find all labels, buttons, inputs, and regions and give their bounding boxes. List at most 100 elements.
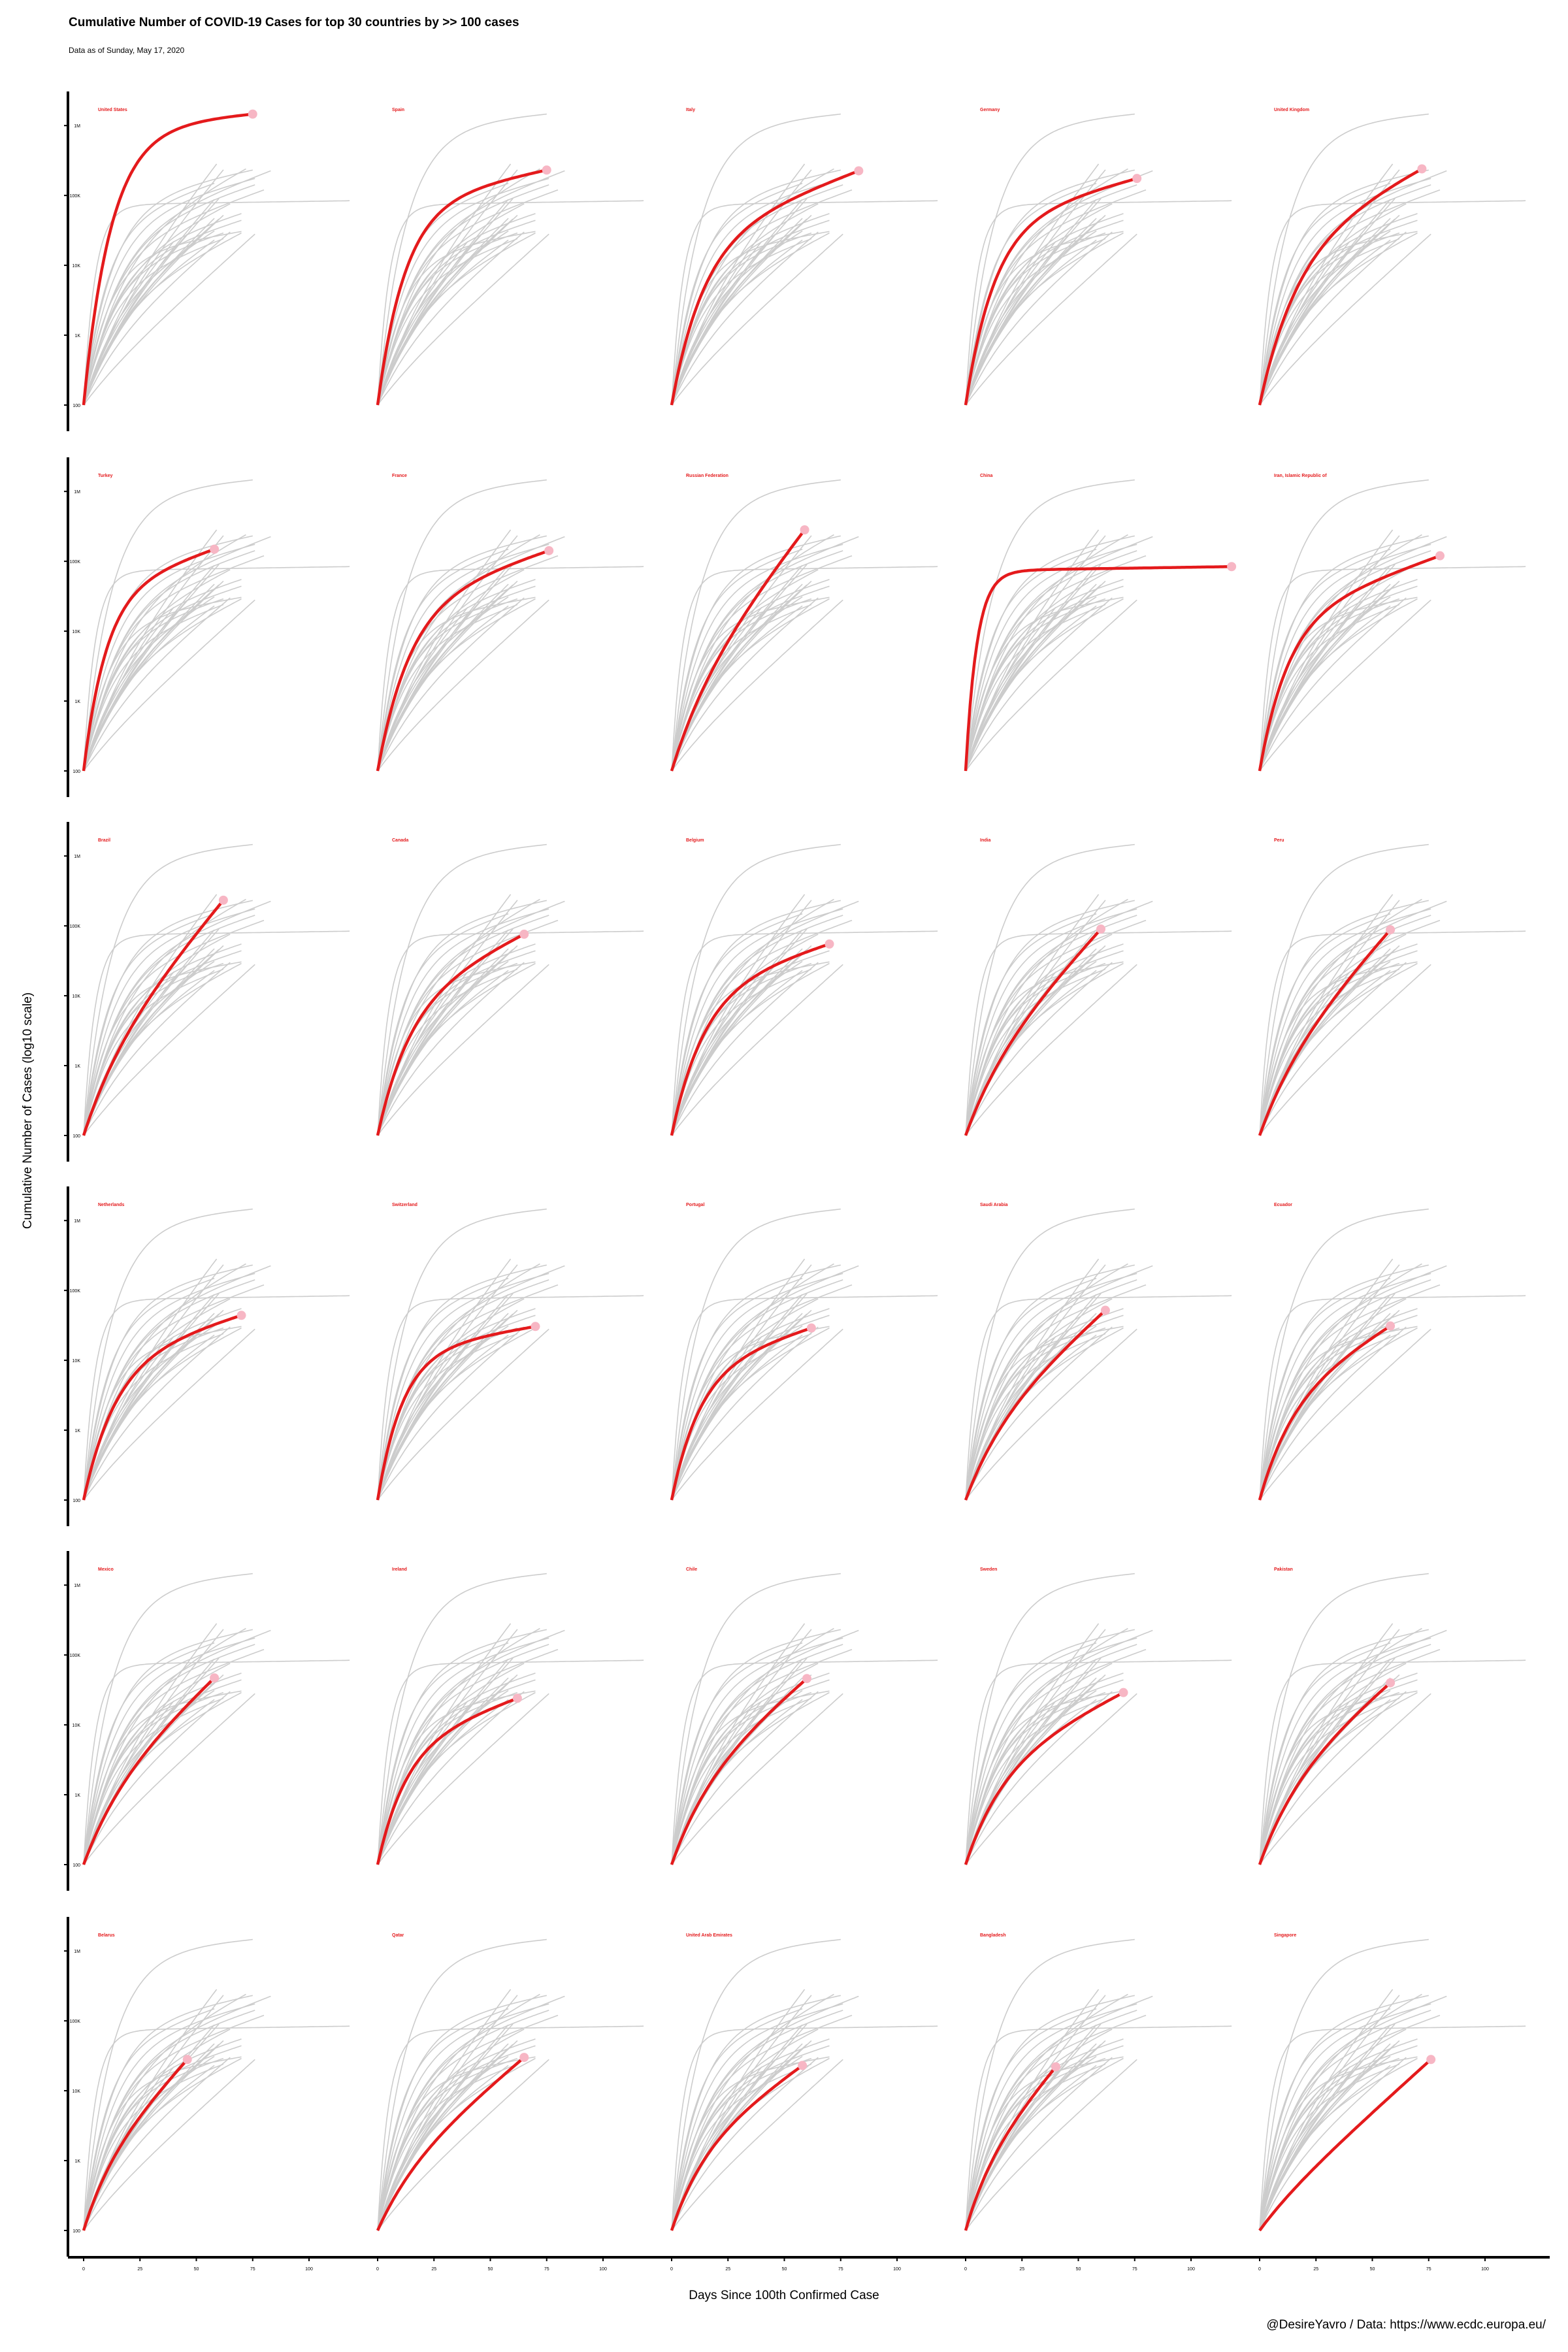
y-tick-label: 1K: [74, 700, 80, 704]
background-line-ireland: [965, 968, 1106, 1136]
background-line-china: [965, 1295, 1232, 1501]
x-tick-label: 50: [782, 2267, 787, 2272]
background-line-qatar: [1259, 231, 1407, 406]
background-line-ireland: [377, 604, 518, 772]
y-tick-label: 10K: [73, 994, 81, 999]
x-tick-label: 50: [194, 2267, 199, 2272]
background-line-turkey: [965, 2008, 1097, 2231]
background-line-united-arab-emirates: [377, 1334, 509, 1501]
background-line-singapore: [965, 964, 1137, 1136]
background-line-netherlands: [1259, 1679, 1418, 1865]
background-line-switzerland: [377, 596, 536, 772]
background-line-switzerland: [377, 2056, 536, 2231]
panel-title: France: [392, 474, 407, 478]
background-line-ireland: [377, 2063, 518, 2231]
background-line-china: [377, 930, 644, 1136]
panel-title: Qatar: [392, 1933, 404, 1938]
background-line-china: [377, 566, 644, 772]
background-line-switzerland: [965, 231, 1124, 406]
background-line-united-arab-emirates: [965, 239, 1097, 406]
background-line-turkey: [671, 2008, 803, 2231]
y-tick-label: 1K: [74, 1429, 80, 1433]
background-line-iran-islamic-republic-of: [377, 1648, 559, 1865]
background-line-spain: [1259, 1629, 1429, 1865]
background-line-iran-islamic-republic-of: [1259, 1284, 1441, 1501]
background-line-turkey: [83, 182, 215, 406]
background-line-germany: [671, 908, 843, 1136]
background-line-chile: [1259, 949, 1396, 1136]
panel-title: China: [980, 474, 993, 478]
background-line-belarus: [1259, 2059, 1364, 2231]
background-line-saudi-arabia: [671, 214, 812, 406]
highlight-line: [1258, 1682, 1392, 1865]
highlight-line: [964, 2066, 1057, 2231]
background-line-singapore: [83, 2059, 255, 2231]
background-line-germany: [377, 908, 549, 1136]
background-line-qatar: [377, 231, 525, 406]
background-line-china: [965, 2025, 1232, 2231]
background-line-singapore: [671, 2059, 843, 2231]
background-line-united-states: [671, 113, 841, 406]
highlight-line: [964, 1691, 1124, 1865]
background-line-united-states: [1259, 843, 1429, 1136]
background-line-chile: [671, 949, 808, 1136]
background-line-chile: [83, 1678, 220, 1865]
background-line-portugal: [1259, 1691, 1400, 1865]
background-line-saudi-arabia: [965, 945, 1106, 1136]
background-line-spain: [377, 1264, 547, 1501]
background-line-peru: [377, 564, 509, 772]
background-line-qatar: [965, 1326, 1113, 1501]
y-tick-label: 10K: [73, 1359, 81, 1364]
background-line-turkey: [83, 1277, 215, 1501]
background-line-bangladesh: [83, 607, 174, 772]
background-line-saudi-arabia: [377, 214, 518, 406]
background-line-switzerland: [377, 231, 536, 406]
endpoint-marker: [210, 1673, 220, 1683]
background-line-spain: [83, 169, 253, 406]
background-line-china: [965, 200, 1232, 406]
x-tick-label: 50: [488, 2267, 493, 2272]
background-line-united-arab-emirates: [377, 605, 509, 772]
background-line-saudi-arabia: [377, 580, 518, 772]
background-line-saudi-arabia: [377, 2040, 518, 2231]
y-tick-label: 1K: [74, 2159, 80, 2164]
background-line-turkey: [377, 913, 509, 1136]
background-line-united-arab-emirates: [671, 1334, 803, 1501]
background-line-ireland: [377, 968, 518, 1136]
background-line-belarus: [1259, 1693, 1364, 1865]
endpoint-marker: [1096, 924, 1105, 934]
highlight-line: [1258, 554, 1441, 772]
x-tick-label: 75: [1426, 2267, 1431, 2272]
background-line-belarus: [965, 599, 1070, 772]
background-line-switzerland: [1259, 1690, 1418, 1865]
background-line-germany: [671, 1273, 843, 1501]
background-line-united-states: [377, 843, 547, 1136]
background-line-peru: [965, 1294, 1097, 1501]
highlight-line: [1258, 167, 1423, 406]
background-line-china: [671, 566, 938, 772]
background-line-singapore: [965, 1693, 1137, 1865]
background-line-qatar: [671, 231, 819, 406]
endpoint-marker: [1132, 174, 1142, 184]
background-line-qatar: [1259, 1691, 1407, 1865]
background-line-belarus: [83, 233, 188, 406]
background-line-qatar: [83, 597, 231, 772]
highlight-line: [376, 1697, 518, 1865]
highlight-line: [82, 899, 225, 1136]
background-line-switzerland: [965, 1690, 1124, 1865]
background-line-peru: [965, 199, 1097, 406]
background-line-turkey: [965, 913, 1097, 1136]
chart-title: Cumulative Number of COVID-19 Cases for …: [69, 16, 519, 29]
y-tick-label: 1M: [74, 1584, 80, 1588]
background-line-peru: [377, 1294, 509, 1501]
background-line-qatar: [965, 962, 1113, 1136]
y-tick-label: 100: [73, 2229, 80, 2234]
background-line-bangladesh: [671, 2066, 762, 2231]
background-line-turkey: [377, 1277, 509, 1501]
background-line-peru: [671, 199, 803, 406]
panel-title: Russian Federation: [686, 474, 728, 478]
background-line-iran-islamic-republic-of: [1259, 189, 1441, 406]
background-line-united-arab-emirates: [671, 970, 803, 1136]
background-line-chile: [671, 584, 808, 772]
background-line-singapore: [671, 1328, 843, 1501]
